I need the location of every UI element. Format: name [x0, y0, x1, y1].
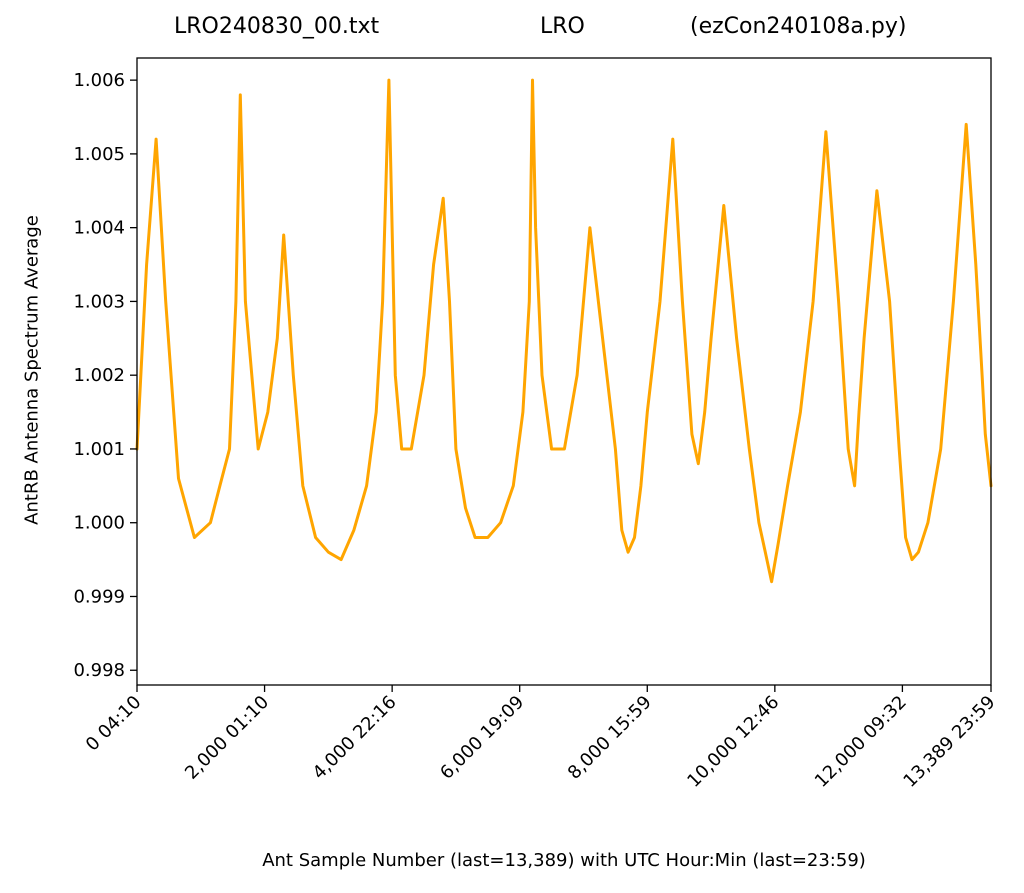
x-tick-label: 6,000 19:09 [436, 692, 528, 784]
x-tick-label: 2,000 01:10 [181, 692, 273, 784]
x-tick-label: 8,000 15:59 [564, 692, 656, 784]
title-station: LRO [540, 14, 585, 39]
x-tick-label: 13,389 23:59 [899, 692, 999, 792]
y-tick-label: 1.004 [73, 218, 125, 239]
y-tick-label: 1.002 [73, 365, 125, 386]
title-program: (ezCon240108a.py) [690, 14, 907, 39]
series-line-0 [135, 78, 993, 584]
y-tick-label: 1.005 [73, 144, 125, 165]
title-file: LRO240830_00.txt [174, 14, 380, 39]
y-axis: 0.998 0.999 1.000 1.001 1.002 1.003 1.004 1.005… [73, 70, 137, 681]
plot-area-frame [136, 57, 992, 686]
x-tick-label: 10,000 12:46 [683, 692, 783, 792]
y-tick-label: 0.999 [73, 586, 125, 607]
y-tick-label: 1.006 [73, 70, 125, 91]
y-tick-label: 0.998 [73, 660, 125, 681]
x-axis-label: Ant Sample Number (last=13,389) with UTC… [262, 850, 866, 871]
x-axis: 0 04:10 2,000 01:10 4,000 22:16 6,000 19:09… [82, 685, 1000, 792]
y-axis-label: AntRB Antenna Spectrum Average [21, 215, 43, 525]
data-series-line [135, 78, 993, 584]
x-tick-label: 4,000 22:16 [309, 692, 401, 784]
y-tick-label: 1.000 [73, 513, 125, 534]
x-tick-label: 0 04:10 [82, 692, 146, 756]
y-tick-label: 1.001 [73, 439, 125, 460]
y-tick-label: 1.003 [73, 291, 125, 312]
x-tick-label: 12,000 09:32 [811, 692, 911, 792]
